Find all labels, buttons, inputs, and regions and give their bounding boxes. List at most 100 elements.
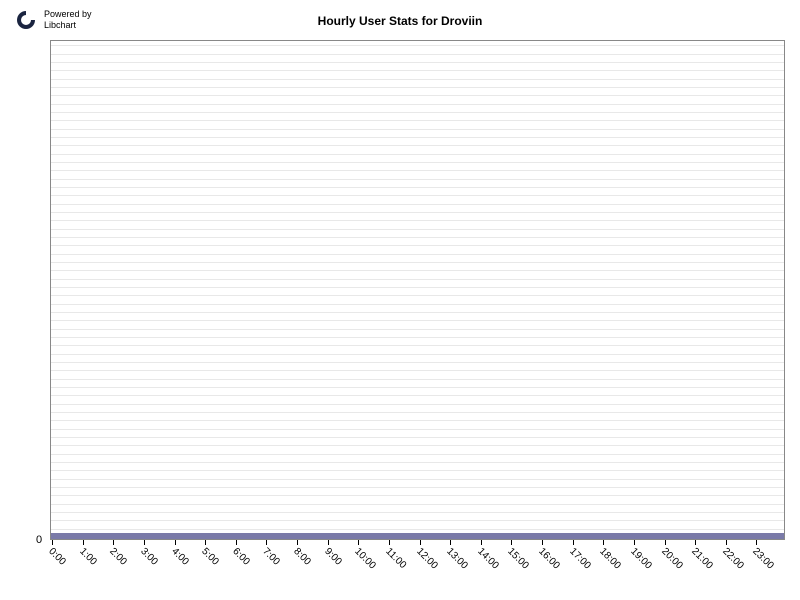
grid-line [51, 387, 784, 388]
x-axis-tick-label: 22:00 [720, 546, 745, 571]
x-axis-tick [358, 540, 359, 545]
x-axis-tick [205, 540, 206, 545]
x-axis-tick [450, 540, 451, 545]
x-axis-tick-label: 12:00 [414, 546, 439, 571]
chart-title: Hourly User Stats for Droviin [318, 14, 483, 28]
x-axis-tick [389, 540, 390, 545]
grid-line [51, 304, 784, 305]
grid-line [51, 287, 784, 288]
x-axis-tick-label: 20:00 [659, 546, 684, 571]
plot-area [50, 40, 785, 540]
x-axis-tick-label: 3:00 [138, 546, 160, 568]
grid-line [51, 120, 784, 121]
header: Powered by Libchart [14, 8, 92, 32]
grid-line [51, 137, 784, 138]
grid-line [51, 279, 784, 280]
x-axis-tick [175, 540, 176, 545]
grid-line [51, 337, 784, 338]
x-axis-tick-label: 7:00 [261, 546, 283, 568]
grid-line [51, 95, 784, 96]
x-axis-tick-label: 14:00 [475, 546, 500, 571]
grid-line [51, 512, 784, 513]
grid-line [51, 204, 784, 205]
grid-line [51, 212, 784, 213]
x-axis-tick-label: 6:00 [230, 546, 252, 568]
x-axis-tick [695, 540, 696, 545]
x-axis-tick [83, 540, 84, 545]
x-axis-tick [756, 540, 757, 545]
x-axis-tick [573, 540, 574, 545]
chart-baseline-band [51, 533, 784, 539]
grid-line [51, 262, 784, 263]
grid-line [51, 487, 784, 488]
grid-line [51, 462, 784, 463]
x-axis-tick-label: 23:00 [751, 546, 776, 571]
grid-line [51, 520, 784, 521]
grid-line [51, 270, 784, 271]
x-axis-tick [113, 540, 114, 545]
x-axis-tick [328, 540, 329, 545]
grid-line [51, 129, 784, 130]
grid-line [51, 245, 784, 246]
grid-line [51, 312, 784, 313]
grid-line [51, 45, 784, 46]
x-axis-tick-label: 5:00 [199, 546, 221, 568]
grid-line [51, 179, 784, 180]
grid-line [51, 404, 784, 405]
grid-line [51, 370, 784, 371]
grid-line [51, 229, 784, 230]
grid-line [51, 479, 784, 480]
grid-line [51, 495, 784, 496]
grid-line [51, 187, 784, 188]
x-axis-tick-label: 21:00 [689, 546, 714, 571]
grid-line [51, 104, 784, 105]
x-axis-tick-label: 11:00 [383, 546, 408, 571]
grid-line [51, 529, 784, 530]
x-axis-tick [297, 540, 298, 545]
grid-line [51, 79, 784, 80]
grid-line [51, 154, 784, 155]
x-axis-tick-label: 17:00 [567, 546, 592, 571]
powered-by-line1: Powered by [44, 9, 92, 20]
x-axis-tick [144, 540, 145, 545]
grid-line [51, 145, 784, 146]
grid-line [51, 320, 784, 321]
x-axis-tick [52, 540, 53, 545]
grid-line [51, 362, 784, 363]
x-axis-tick-label: 0:00 [46, 546, 68, 568]
x-axis-tick [481, 540, 482, 545]
grid-line [51, 445, 784, 446]
grid-line [51, 295, 784, 296]
grid-line [51, 195, 784, 196]
x-axis-tick-label: 10:00 [352, 546, 377, 571]
grid-line [51, 70, 784, 71]
grid-line [51, 254, 784, 255]
grid-line [51, 379, 784, 380]
x-axis-tick-label: 2:00 [107, 546, 129, 568]
x-axis-tick [542, 540, 543, 545]
x-axis-tick [603, 540, 604, 545]
grid-line [51, 454, 784, 455]
grid-line [51, 54, 784, 55]
grid-line [51, 354, 784, 355]
x-axis-tick-label: 8:00 [291, 546, 313, 568]
grid-line [51, 329, 784, 330]
y-axis-tick-label: 0 [36, 534, 42, 546]
x-axis-tick-label: 19:00 [628, 546, 653, 571]
grid-line [51, 170, 784, 171]
x-axis-tick-label: 16:00 [536, 546, 561, 571]
x-axis-tick-label: 15:00 [506, 546, 531, 571]
x-axis-tick-label: 13:00 [444, 546, 469, 571]
x-axis-tick [634, 540, 635, 545]
grid-line [51, 420, 784, 421]
x-axis-tick [665, 540, 666, 545]
x-axis-tick-label: 9:00 [322, 546, 344, 568]
grid-line [51, 345, 784, 346]
grid-line [51, 395, 784, 396]
libchart-logo-icon [14, 8, 38, 32]
grid-line [51, 87, 784, 88]
x-axis-tick [726, 540, 727, 545]
x-axis-tick-label: 18:00 [597, 546, 622, 571]
x-axis-tick-label: 4:00 [169, 546, 191, 568]
grid-line [51, 237, 784, 238]
